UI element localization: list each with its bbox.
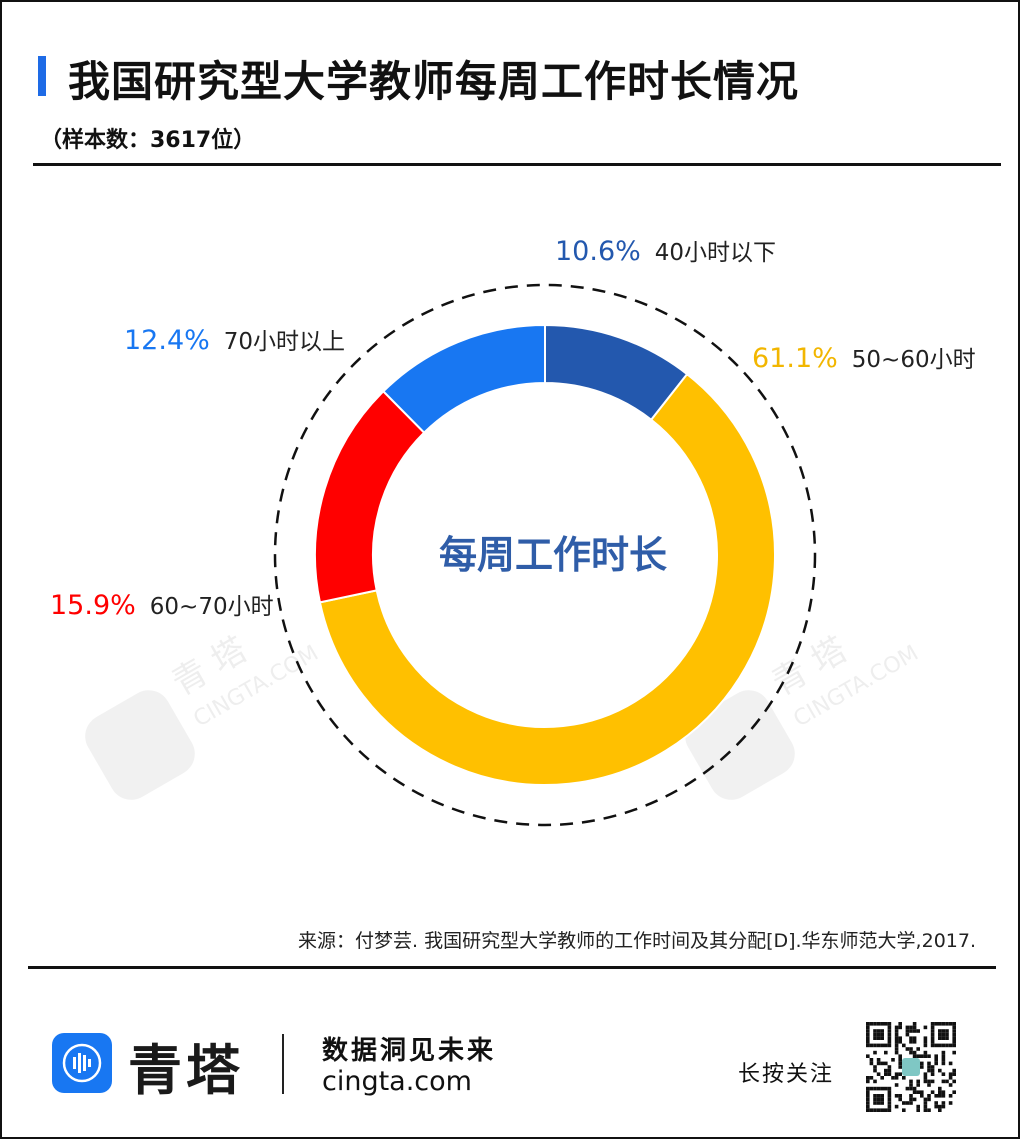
slice-percent-label: 61.1% (752, 343, 838, 374)
slice-category-label: 40小时以下 (655, 240, 776, 266)
slice-label: 61.1% 50~60小时 (752, 343, 976, 374)
title-accent-bar (38, 56, 46, 96)
donut-chart: 青 塔 CINGTA.COM 青 塔 CINGTA.COM 每周工作时长 10.… (50, 236, 976, 827)
top-divider (33, 163, 1001, 166)
watermark-logo (85, 690, 195, 800)
qr-code-icon[interactable] (866, 1022, 956, 1112)
follow-label: 长按关注 (738, 1062, 835, 1087)
source-citation: 来源：付梦芸. 我国研究型大学教师的工作时间及其分配[D].华东师范大学,201… (297, 930, 976, 952)
slice-label: 10.6% 40小时以下 (555, 236, 776, 267)
brand-name: 青塔 (128, 1038, 244, 1102)
donut-slice (314, 389, 426, 604)
brand-logo-icon (52, 1033, 112, 1093)
slice-percent-label: 10.6% (555, 236, 641, 267)
donut-slice (381, 323, 546, 435)
slice-percent-label: 12.4% (124, 325, 210, 356)
footer-divider (282, 1034, 284, 1094)
brand-slogan: 数据洞见未来 (322, 1036, 497, 1066)
slice-category-label: 60~70小时 (150, 594, 274, 620)
watermark-logo (685, 690, 795, 800)
slice-label: 15.9% 60~70小时 (50, 590, 274, 621)
page-title: 我国研究型大学教师每周工作时长情况 (68, 57, 800, 106)
donut-slices (314, 323, 776, 786)
donut-slice (318, 372, 776, 786)
slice-label: 12.4% 70小时以上 (124, 325, 345, 356)
sample-size-subtitle: （样本数：3617位） (40, 128, 256, 153)
slice-labels: 10.6% 40小时以下 61.1% 50~60小时 15.9% 60~70小时 12.4%… (50, 236, 976, 621)
watermark-left: 青 塔 CINGTA.COM (85, 630, 323, 800)
donut-center-label: 每周工作时长 (439, 533, 667, 577)
slice-category-label: 70小时以上 (224, 329, 345, 355)
slice-percent-label: 15.9% (50, 590, 136, 621)
brand-website: cingta.com (322, 1066, 472, 1097)
bottom-divider (28, 966, 996, 969)
dashed-outer-ring (273, 283, 817, 827)
slice-category-label: 50~60小时 (852, 347, 976, 373)
